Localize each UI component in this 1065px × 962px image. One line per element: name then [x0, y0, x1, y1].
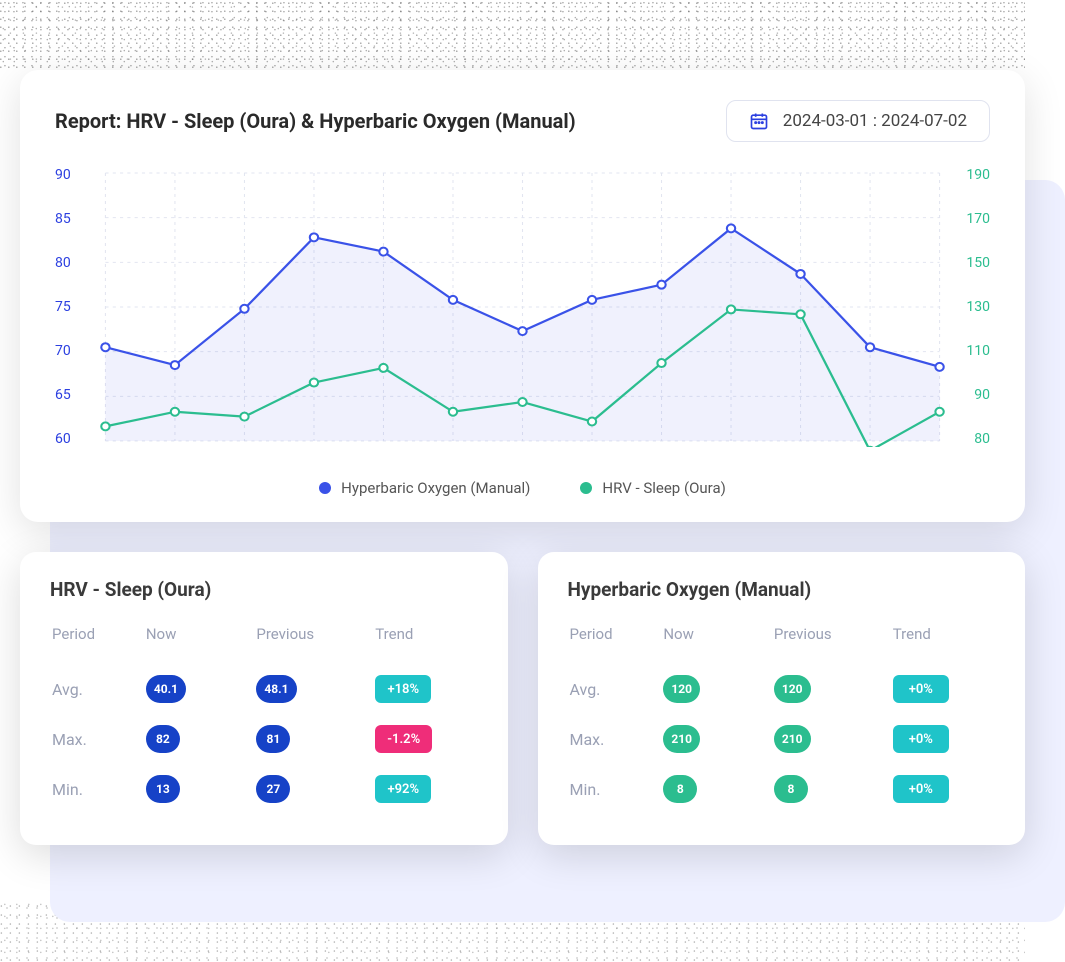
stats-table: PeriodNowPreviousTrend Avg.40.1 48.1 +18% Ma…: [50, 623, 478, 815]
legend-label: Hyperbaric Oxygen (Manual): [341, 479, 530, 497]
y-left-tick: 90: [55, 167, 95, 183]
y-left-tick: 65: [55, 387, 95, 403]
trend-badge: -1.2%: [375, 725, 432, 753]
legend-label: HRV - Sleep (Oura): [602, 479, 725, 497]
y-right-tick: 110: [950, 343, 990, 359]
y-left-tick: 75: [55, 299, 95, 315]
table-row: Min.13 27 +92%: [52, 765, 476, 813]
y-left-tick: 85: [55, 211, 95, 227]
y-right-tick: 170: [950, 211, 990, 227]
calendar-icon: [749, 111, 769, 131]
chart-plot: [95, 167, 950, 447]
stats-row-label: Max.: [52, 715, 144, 763]
stat-value-previous: 210: [774, 725, 811, 753]
stats-card: Hyperbaric Oxygen (Manual) PeriodNowPrevi…: [538, 552, 1026, 845]
stats-card-title: HRV - Sleep (Oura): [50, 578, 478, 601]
legend-dot-icon: [580, 482, 592, 494]
stat-value-now: 82: [146, 725, 180, 753]
table-row: Avg.40.1 48.1 +18%: [52, 665, 476, 713]
stat-value-previous: 120: [774, 675, 811, 703]
trend-badge: +0%: [893, 675, 949, 703]
y-right-tick: 80: [950, 431, 990, 447]
stats-header-period: Period: [52, 625, 144, 663]
stats-card: HRV - Sleep (Oura) PeriodNowPreviousTrend…: [20, 552, 508, 845]
stat-value-now: 40.1: [146, 675, 186, 703]
stat-value-now: 13: [146, 775, 180, 803]
stat-value-now: 8: [663, 775, 697, 803]
y-axis-left: 90 85 80 75 70 65 60: [55, 167, 95, 447]
stats-row-label: Avg.: [570, 665, 662, 713]
stat-value-now: 120: [663, 675, 700, 703]
stats-row: HRV - Sleep (Oura)PeriodNowPreviousTrend…: [20, 552, 1025, 845]
y-left-tick: 70: [55, 343, 95, 359]
chart-title: Report: HRV - Sleep (Oura) & Hyperbaric …: [55, 109, 576, 133]
y-right-tick: 90: [950, 387, 990, 403]
stats-row-label: Min.: [570, 765, 662, 813]
trend-badge: +0%: [893, 775, 949, 803]
stats-table: PeriodNowPreviousTrendAvg.120120+0%Max.2…: [568, 623, 996, 815]
stats-header-trend: Trend: [375, 625, 475, 663]
y-right-tick: 190: [950, 167, 990, 183]
y-left-tick: 60: [55, 431, 95, 447]
stats-row-label: Min.: [52, 765, 144, 813]
y-left-tick: 80: [55, 255, 95, 271]
chart-header: Report: HRV - Sleep (Oura) & Hyperbaric …: [55, 100, 990, 142]
report-chart-card: Report: HRV - Sleep (Oura) & Hyperbaric …: [20, 70, 1025, 522]
stat-value-now: 210: [663, 725, 700, 753]
date-range-picker[interactable]: 2024-03-01 : 2024-07-02: [726, 100, 990, 142]
stats-row-label: Max.: [570, 715, 662, 763]
legend-item-hrv: HRV - Sleep (Oura): [580, 479, 725, 497]
y-axis-right: 190 170 150 130 110 90 80: [950, 167, 990, 447]
table-row: Avg.120120+0%: [570, 665, 994, 713]
stat-value-previous: 48.1: [256, 675, 296, 703]
stat-value-previous: 8: [774, 775, 808, 803]
y-right-tick: 150: [950, 255, 990, 271]
trend-badge: +0%: [893, 725, 949, 753]
stats-header-period: Period: [570, 625, 662, 663]
trend-badge: +92%: [375, 775, 431, 803]
stats-header-previous: Previous: [774, 625, 891, 663]
stats-card-title: Hyperbaric Oxygen (Manual): [568, 578, 996, 601]
chart-plot-area: 90 85 80 75 70 65 60 190 170 150 130 110 90 80: [55, 167, 990, 467]
stats-header-now: Now: [663, 625, 772, 663]
stats-header-now: Now: [146, 625, 255, 663]
decorative-noise-top: [0, 0, 1025, 70]
table-row: Min.88+0%: [570, 765, 994, 813]
legend-dot-icon: [319, 482, 331, 494]
trend-badge: +18%: [375, 675, 431, 703]
legend-item-hyperbaric: Hyperbaric Oxygen (Manual): [319, 479, 530, 497]
stats-header-trend: Trend: [893, 625, 993, 663]
chart-svg: [95, 167, 950, 447]
chart-legend: Hyperbaric Oxygen (Manual) HRV - Sleep (…: [55, 479, 990, 497]
table-row: Max.210210+0%: [570, 715, 994, 763]
stats-header-previous: Previous: [256, 625, 373, 663]
stats-row-label: Avg.: [52, 665, 144, 713]
table-row: Max.82 81 -1.2%: [52, 715, 476, 763]
stat-value-previous: 27: [256, 775, 290, 803]
y-right-tick: 130: [950, 299, 990, 315]
date-range-text: 2024-03-01 : 2024-07-02: [783, 111, 967, 131]
stat-value-previous: 81: [256, 725, 290, 753]
